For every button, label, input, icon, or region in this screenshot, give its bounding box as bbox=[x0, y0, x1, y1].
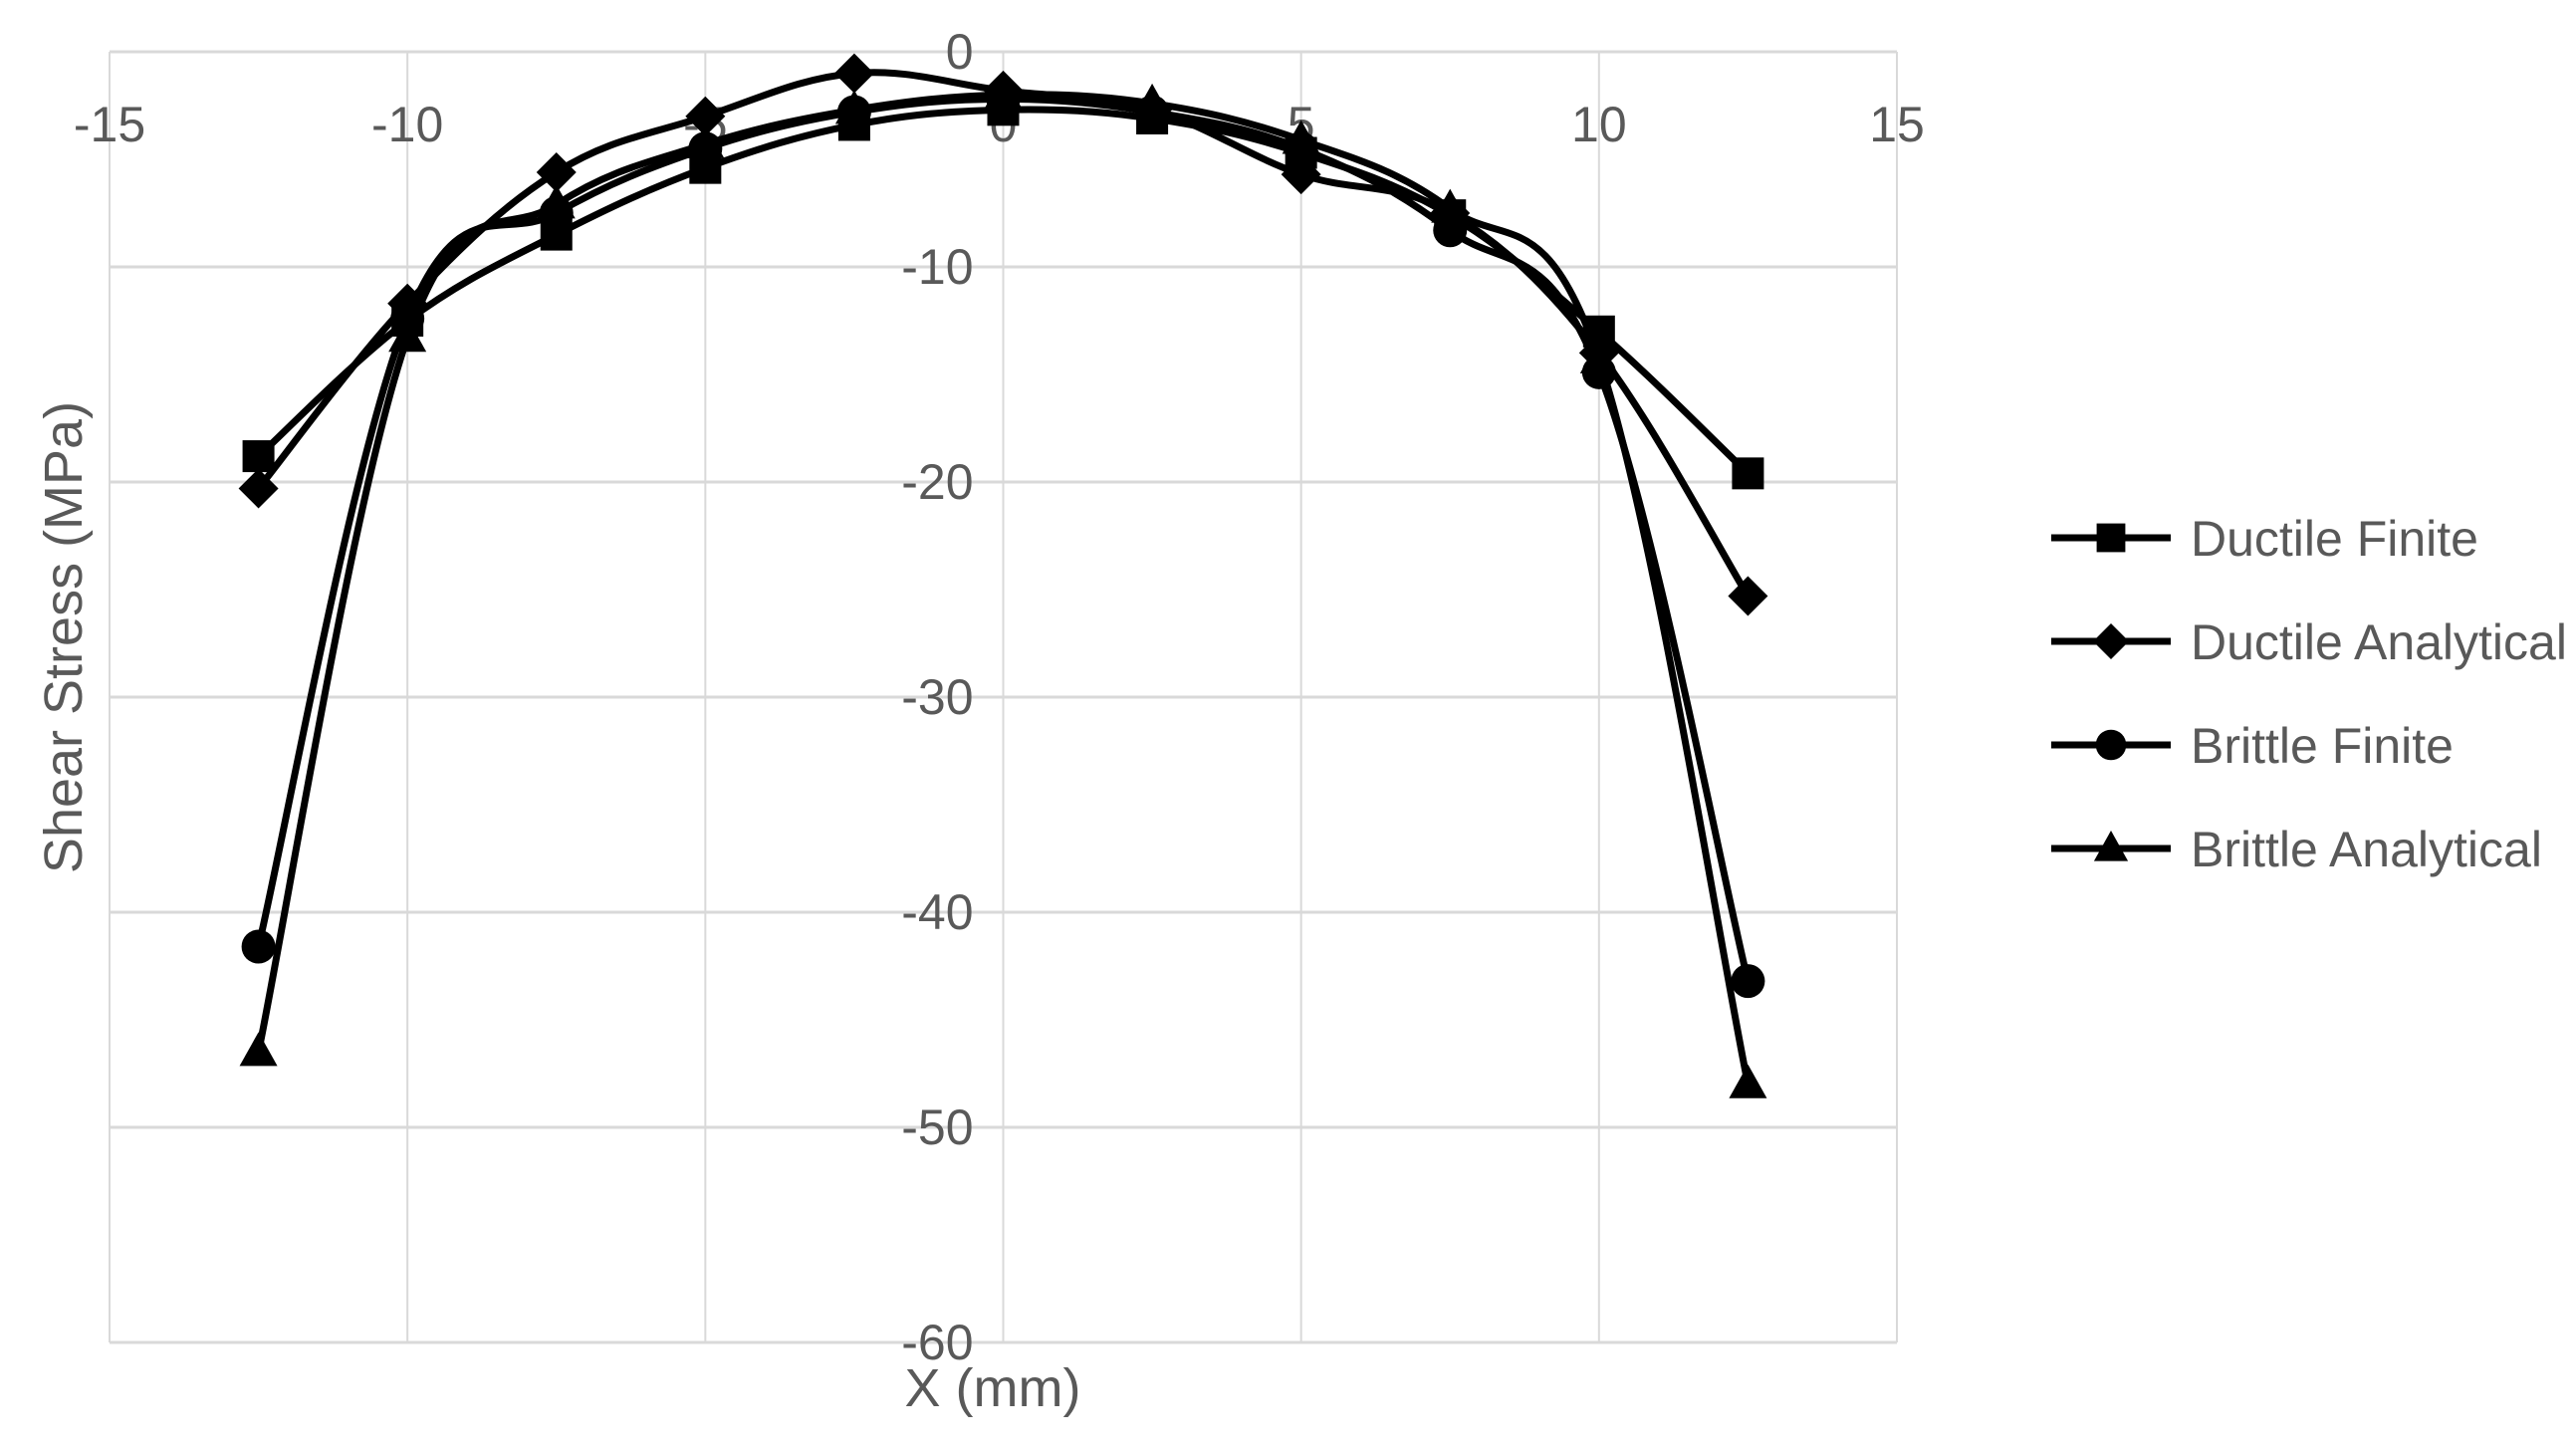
diamond-marker bbox=[1728, 576, 1768, 616]
triangle-marker bbox=[1431, 188, 1470, 223]
circle-marker bbox=[241, 929, 276, 964]
triangle-marker bbox=[1579, 339, 1618, 373]
legend-item: Ductile Analytical bbox=[2051, 614, 2567, 670]
y-tick-label: 0 bbox=[946, 24, 974, 80]
x-tick-label: 10 bbox=[1571, 97, 1627, 152]
series-layer bbox=[238, 53, 1768, 1098]
y-tick-label: -50 bbox=[901, 1099, 973, 1155]
diamond-marker bbox=[1281, 154, 1321, 195]
legend-item: Brittle Analytical bbox=[2051, 822, 2542, 877]
square-marker bbox=[1732, 457, 1764, 490]
triangle-marker bbox=[537, 184, 576, 219]
circle-marker bbox=[1731, 964, 1765, 999]
triangle-marker bbox=[2093, 831, 2129, 861]
square-marker bbox=[2096, 523, 2126, 553]
series-brittle-analytical bbox=[239, 75, 1767, 1098]
x-tick-label: -10 bbox=[371, 97, 443, 152]
triangle-marker bbox=[834, 90, 873, 124]
triangle-marker bbox=[1729, 1064, 1767, 1098]
diamond-marker bbox=[2093, 623, 2129, 659]
diamond-marker bbox=[238, 468, 279, 509]
legend-label: Ductile Finite bbox=[2191, 511, 2478, 567]
diamond-marker bbox=[833, 53, 874, 94]
y-tick-label: -40 bbox=[901, 884, 973, 940]
circle-marker bbox=[2095, 729, 2127, 761]
y-tick-label: -30 bbox=[901, 669, 973, 725]
diamond-marker bbox=[536, 151, 577, 192]
triangle-marker bbox=[984, 75, 1023, 110]
square-marker bbox=[242, 440, 275, 473]
y-tick-label: -10 bbox=[901, 239, 973, 295]
triangle-marker bbox=[388, 318, 427, 353]
triangle-marker bbox=[1133, 83, 1172, 118]
legend: Ductile Finite Ductile Analytical Brittle … bbox=[2051, 511, 2567, 877]
x-tick-label: -15 bbox=[74, 97, 145, 152]
legend-item: Brittle Finite bbox=[2051, 718, 2454, 774]
triangle-marker bbox=[686, 123, 725, 158]
grid-layer bbox=[109, 50, 1898, 1344]
triangle-marker bbox=[1282, 120, 1320, 154]
y-tick-labels: 0 -10 -20 -30 -40 -50 -60 bbox=[901, 24, 973, 1370]
diamond-marker bbox=[685, 96, 726, 136]
legend-label: Brittle Finite bbox=[2191, 718, 2454, 774]
legend-item: Ductile Finite bbox=[2051, 511, 2478, 567]
y-axis-title: Shear Stress (MPa) bbox=[34, 401, 94, 873]
y-tick-label: -60 bbox=[901, 1315, 973, 1370]
legend-label: Brittle Analytical bbox=[2191, 822, 2542, 877]
legend-label: Ductile Analytical bbox=[2191, 614, 2567, 670]
y-tick-label: -20 bbox=[901, 454, 973, 510]
triangle-marker bbox=[239, 1032, 278, 1067]
x-tick-label: 15 bbox=[1869, 97, 1925, 152]
x-axis-title: X (mm) bbox=[905, 1358, 1081, 1418]
